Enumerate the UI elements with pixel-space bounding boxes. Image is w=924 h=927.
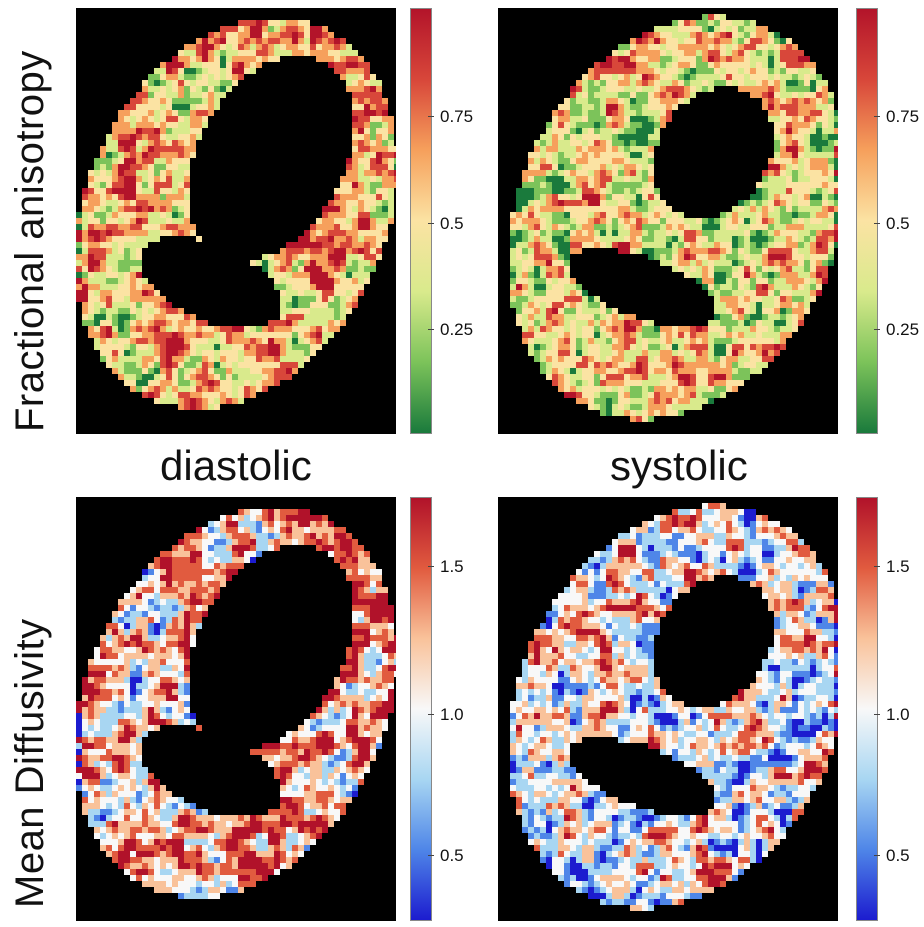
colorbar-fa-systolic	[856, 8, 878, 434]
colorbar-md-diastolic	[410, 497, 432, 921]
colorbar-tick: 0.75	[427, 107, 474, 126]
colorbar-tick: 1.5	[428, 557, 464, 576]
fa-diastolic-map	[76, 20, 396, 410]
row-label-fractional-anisotropy: Fractional anisotropy	[8, 50, 52, 432]
colorbar-tick: 0.5	[874, 214, 910, 233]
colorbar-md-systolic	[856, 497, 878, 921]
colorbar-tick: 0.5	[428, 846, 464, 865]
column-label-diastolic: diastolic	[160, 442, 312, 489]
md-diastolic-map	[76, 509, 396, 899]
panel-fa-systolic	[498, 8, 838, 434]
colorbar-tick: 1.0	[428, 705, 464, 724]
colorbar-tick: 0.75	[873, 107, 920, 126]
colorbar-fa-diastolic	[410, 8, 432, 434]
colorbar-tick: 1.0	[874, 705, 910, 724]
md-systolic-map	[510, 503, 838, 911]
panel-fa-diastolic	[76, 8, 396, 434]
column-label-systolic: systolic	[610, 442, 748, 489]
colorbar-tick: 1.5	[874, 557, 910, 576]
colorbar-tick: 0.25	[873, 320, 920, 339]
colorbar-tick: 0.5	[874, 846, 910, 865]
colorbar-tick: 0.5	[428, 214, 464, 233]
row-label-mean-diffusivity: Mean Diffusivity	[8, 618, 52, 908]
colorbar-tick: 0.25	[427, 320, 474, 339]
panel-md-systolic	[498, 497, 838, 921]
panel-md-diastolic	[76, 497, 396, 921]
fa-systolic-map	[510, 14, 838, 422]
